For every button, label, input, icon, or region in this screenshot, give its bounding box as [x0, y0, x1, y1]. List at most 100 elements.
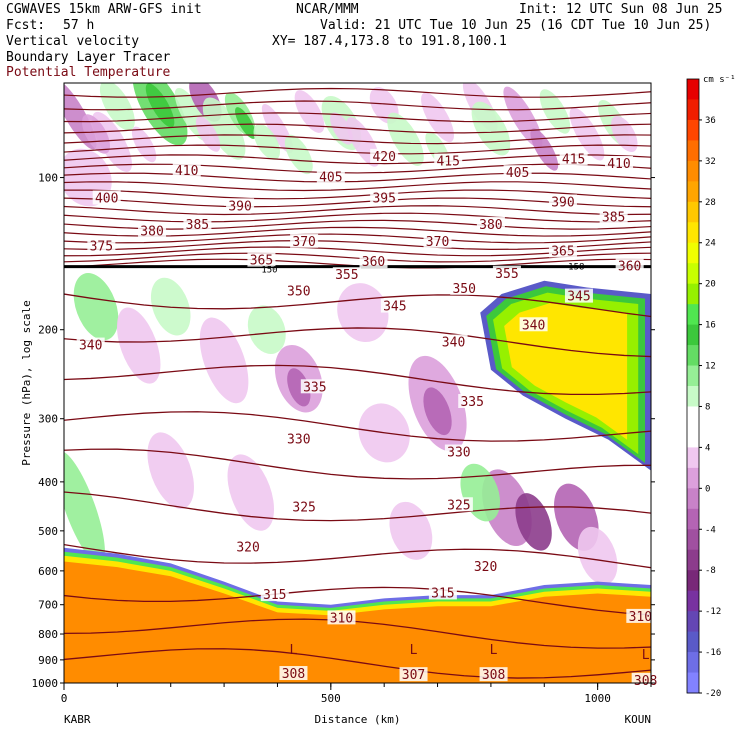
- theta-label: 380: [140, 225, 163, 240]
- theta-label: 307: [402, 668, 425, 683]
- colorbar-tick-label: 0: [705, 484, 710, 494]
- theta-label: 335: [460, 395, 483, 410]
- velocity-blob: [423, 387, 452, 436]
- field-potential-temperature: Potential Temperature: [6, 65, 171, 80]
- colorbar-swatch: [687, 263, 699, 285]
- velocity-blob: [284, 134, 313, 175]
- colorbar-tick-label: 12: [705, 362, 716, 372]
- y-tick-label: 800: [38, 628, 58, 641]
- theta-label: 308: [482, 668, 505, 683]
- theta-label-bg: [359, 254, 388, 269]
- theta-label: 308: [282, 667, 305, 682]
- theta-label: 410: [607, 157, 630, 172]
- colorbar-tick-label: 20: [705, 280, 716, 290]
- colorbar-swatch: [687, 529, 699, 551]
- theta-label: 315: [431, 586, 454, 601]
- y-tick-label: 200: [38, 324, 58, 337]
- velocity-blob: [150, 277, 191, 336]
- theta-label-bg: [226, 198, 255, 213]
- theta-label-bg: [279, 666, 308, 681]
- theta-label-bg: [423, 233, 452, 248]
- theta-contour: [64, 411, 651, 442]
- theta-label-bg: [444, 497, 473, 512]
- colorbar-tick-label: 16: [705, 321, 716, 331]
- theta-label-bg: [604, 155, 633, 170]
- colorbar-swatch: [687, 140, 699, 162]
- theta-contour: [64, 163, 651, 174]
- velocity-blob: [577, 526, 618, 585]
- low-marker: L: [490, 643, 498, 658]
- y-tick-label: 500: [38, 525, 58, 538]
- y-tick-label: 900: [38, 654, 58, 667]
- theta-contour: [64, 144, 651, 155]
- theta-contour: [64, 154, 651, 165]
- velocity-blob: [387, 112, 424, 166]
- forecast-label: Fcst:: [6, 18, 46, 33]
- theta-label-bg: [370, 190, 399, 205]
- theta-label-bg: [284, 283, 313, 298]
- theta-contour: [64, 586, 651, 616]
- theta-label-bg: [290, 233, 319, 248]
- theta-label: 325: [292, 501, 315, 516]
- velocity-blob: [253, 123, 281, 160]
- theta-label-bg: [284, 431, 313, 446]
- velocity-blob: [99, 83, 135, 131]
- theta-label-bg: [290, 499, 319, 514]
- potential-temperature-contours: [64, 87, 651, 679]
- theta-label: 415: [436, 155, 459, 170]
- theta-label: 410: [175, 164, 198, 179]
- theta-label: 340: [522, 318, 545, 333]
- colorbar-swatch: [687, 283, 699, 305]
- velocity-blob: [235, 107, 256, 139]
- theta-label: 380: [479, 218, 502, 233]
- theta-contour: [64, 233, 651, 244]
- colorbar-swatch: [687, 345, 699, 367]
- field-boundary-layer-tracer: Boundary Layer Tracer: [6, 50, 171, 65]
- colorbar-unit: cm s⁻¹: [703, 75, 736, 85]
- theta-label: 320: [236, 541, 259, 556]
- start-station-label: KABR: [64, 713, 91, 726]
- theta-contour: [64, 134, 651, 145]
- theta-contour: [64, 205, 651, 216]
- theta-label-bg: [247, 252, 276, 267]
- theta-label-bg: [380, 298, 409, 313]
- theta-label-bg: [599, 209, 628, 224]
- velocity-blob: [64, 451, 105, 565]
- colorbar-swatch: [687, 467, 699, 489]
- theta-contour: [64, 364, 651, 396]
- forecast-hours: 57 h: [63, 18, 95, 33]
- theta-contour: [64, 293, 651, 318]
- theta-contour: [64, 172, 651, 183]
- theta-label-bg: [559, 151, 588, 166]
- velocity-blob: [389, 501, 433, 560]
- colorbar-swatch: [687, 570, 699, 592]
- theta-contour: [64, 87, 651, 98]
- velocity-blob: [199, 317, 249, 404]
- theta-label-bg: [87, 238, 116, 253]
- theta-label: 340: [79, 339, 102, 354]
- theta-label: 330: [287, 433, 310, 448]
- theta-contour: [64, 212, 651, 223]
- velocity-blob: [247, 305, 286, 354]
- theta-label: 370: [292, 235, 315, 250]
- colorbar-tick-label: -8: [705, 566, 716, 576]
- velocity-blob: [569, 107, 605, 161]
- theta-label: 310: [629, 610, 652, 625]
- theta-label: 365: [250, 254, 273, 269]
- theta-label: 370: [426, 235, 449, 250]
- theta-label-bg: [626, 608, 655, 623]
- theta-contour: [64, 100, 651, 111]
- theta-contour: [64, 327, 651, 358]
- theta-contour: [64, 648, 651, 679]
- theta-label: 340: [442, 336, 465, 351]
- tropopause-label: 158: [568, 263, 584, 273]
- theta-label: 345: [383, 300, 406, 315]
- colorbar-swatch: [687, 365, 699, 387]
- cross-section-xy: XY= 187.4,173.8 to 191.8,100.1: [272, 34, 507, 49]
- tracer-plume-core: [504, 303, 628, 440]
- theta-label: 415: [562, 152, 585, 167]
- colorbar-tick-label: 4: [705, 443, 710, 453]
- x-tick-label: 1000: [584, 692, 611, 705]
- colorbar-swatch: [687, 590, 699, 612]
- theta-label: 355: [495, 267, 518, 282]
